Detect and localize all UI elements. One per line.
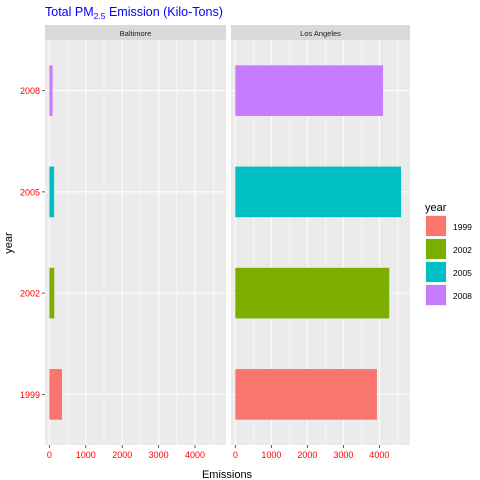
x-tick-label: 3000 bbox=[149, 450, 169, 460]
facet-strip-label: Los Angeles bbox=[300, 29, 341, 38]
x-tick-label: 4000 bbox=[369, 450, 389, 460]
legend: year 1999 2002 2005 2008 bbox=[425, 202, 472, 306]
bar-baltimore-1999 bbox=[49, 369, 63, 420]
y-tick-label: 2002 bbox=[20, 289, 40, 299]
title-text-rest: Emission (Kilo-Tons) bbox=[105, 5, 222, 19]
legend-label-2008: 2008 bbox=[453, 291, 472, 301]
legend-swatch-2002 bbox=[426, 239, 446, 259]
legend-swatch-2008 bbox=[426, 285, 446, 305]
y-axis-label: year bbox=[3, 232, 15, 254]
x-tick-label: 3000 bbox=[333, 450, 353, 460]
y-axis: 1999 2002 2005 2008 bbox=[20, 86, 45, 400]
panel-background bbox=[45, 40, 226, 445]
facet-strip-label: Baltimore bbox=[120, 29, 152, 38]
bar-los-angeles-1999 bbox=[235, 369, 377, 420]
facet-panel-los-angeles: Los Angeles 0 1000 2000 3000 4000 bbox=[231, 25, 410, 460]
x-tick-label: 2000 bbox=[297, 450, 317, 460]
bar-los-angeles-2005 bbox=[235, 166, 402, 218]
facet-strip bbox=[45, 25, 226, 40]
x-tick-label: 4000 bbox=[185, 450, 205, 460]
legend-label-2005: 2005 bbox=[453, 268, 472, 278]
y-tick-label: 2005 bbox=[20, 187, 40, 197]
y-tick-label: 2008 bbox=[20, 86, 40, 96]
chart-title: Total PM2.5 Emission (Kilo-Tons) bbox=[45, 5, 223, 21]
x-tick-label: 2000 bbox=[112, 450, 132, 460]
legend-title: year bbox=[425, 202, 447, 214]
bar-baltimore-2008 bbox=[49, 65, 53, 116]
title-subscript: 2.5 bbox=[94, 11, 106, 21]
x-tick-label: 0 bbox=[47, 450, 52, 460]
legend-label-1999: 1999 bbox=[453, 222, 472, 232]
bar-baltimore-2002 bbox=[49, 267, 55, 319]
x-tick-label: 1000 bbox=[76, 450, 96, 460]
facet-strip bbox=[231, 25, 410, 40]
legend-swatch-2005 bbox=[426, 262, 446, 282]
facet-panels: Baltimore 0 1000 2000 3000 4000 Los Angeles 0 10… bbox=[20, 25, 410, 460]
legend-label-2002: 2002 bbox=[453, 245, 472, 255]
bar-baltimore-2005 bbox=[49, 166, 55, 218]
x-tick-label: 0 bbox=[233, 450, 238, 460]
title-text: Total PM bbox=[45, 5, 94, 19]
x-axis-label: Emissions bbox=[202, 469, 253, 480]
y-tick-label: 1999 bbox=[20, 390, 40, 400]
bar-los-angeles-2002 bbox=[235, 267, 390, 319]
legend-swatch-1999 bbox=[426, 216, 446, 236]
bar-los-angeles-2008 bbox=[235, 65, 384, 116]
x-tick-label: 1000 bbox=[261, 450, 281, 460]
facet-panel-baltimore: Baltimore 0 1000 2000 3000 4000 bbox=[45, 25, 226, 460]
